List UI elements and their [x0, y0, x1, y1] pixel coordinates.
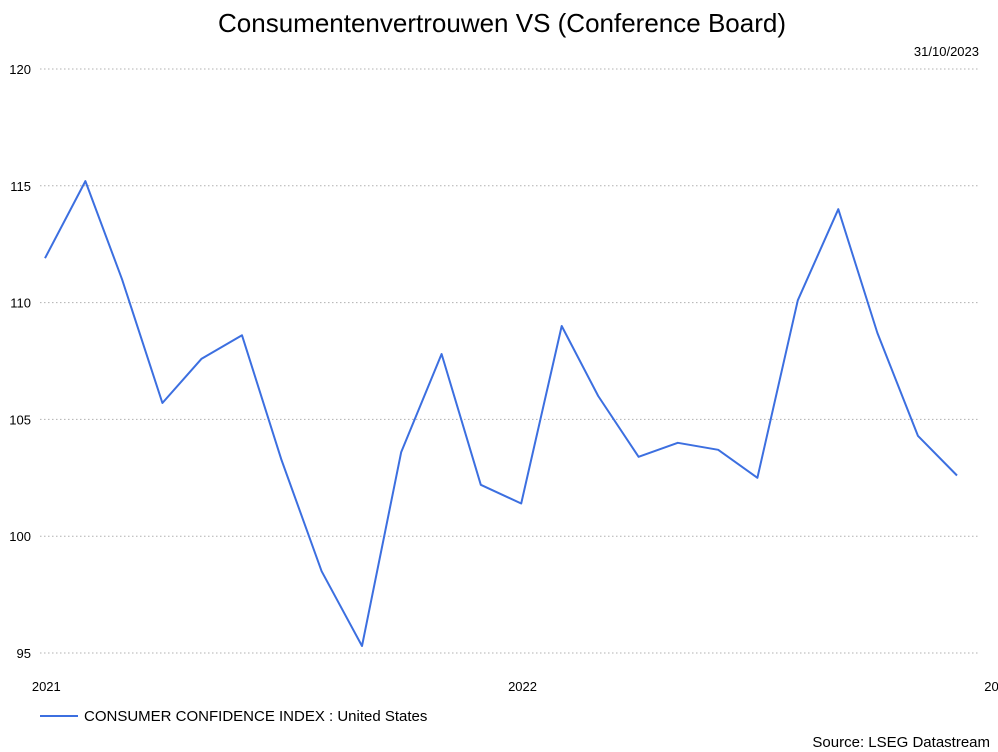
series-line	[44, 180, 958, 647]
x-axis-ticks: 2021 2022 2023	[32, 679, 998, 694]
x-tick-label: 2021	[32, 679, 61, 694]
chart-title: Consumentenvertrouwen VS (Conference Boa…	[218, 8, 786, 38]
y-axis-ticks: 95 100 105 110 115 120	[9, 62, 31, 661]
y-tick-label: 115	[10, 179, 31, 194]
legend-label: CONSUMER CONFIDENCE INDEX : United State…	[84, 708, 427, 725]
x-tick-label: 2022	[508, 679, 537, 694]
series-group	[44, 180, 958, 647]
y-tick-label: 120	[9, 62, 31, 77]
legend: CONSUMER CONFIDENCE INDEX : United State…	[40, 708, 427, 725]
y-tick-label: 95	[17, 646, 31, 661]
source-label: Source: LSEG Datastream	[812, 734, 990, 751]
date-label: 31/10/2023	[914, 44, 979, 59]
x-tick-label: 2023	[984, 679, 998, 694]
gridlines	[40, 68, 978, 654]
y-tick-label: 110	[10, 296, 31, 311]
y-tick-label: 100	[9, 529, 31, 544]
y-tick-label: 105	[9, 412, 31, 427]
